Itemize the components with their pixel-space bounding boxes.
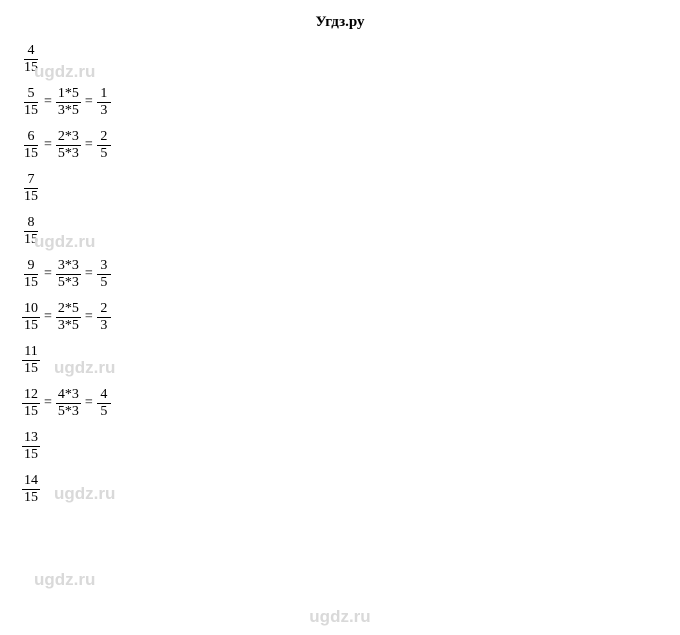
- equals-sign: =: [40, 395, 56, 411]
- fraction-denominator: 5*3: [56, 275, 81, 290]
- fraction-numerator: 3*3: [56, 258, 81, 274]
- fraction-denominator: 15: [22, 318, 40, 333]
- fraction-denominator: 5*3: [56, 404, 81, 419]
- equation-line: 515=1*53*5=13: [22, 82, 680, 122]
- fraction: 23: [97, 301, 111, 333]
- equals-sign: =: [40, 266, 56, 282]
- fraction-denominator: 5: [97, 146, 111, 161]
- fraction-numerator: 2: [97, 301, 111, 317]
- fraction: 35: [97, 258, 111, 290]
- equals-sign: =: [81, 395, 97, 411]
- fraction-denominator: 15: [22, 361, 40, 376]
- fraction-numerator: 9: [24, 258, 38, 274]
- equals-sign: =: [81, 309, 97, 325]
- fraction: 515: [22, 86, 40, 118]
- fraction-list: 415515=1*53*5=13615=2*35*3=25715815915=3…: [0, 39, 680, 509]
- fraction-denominator: 3*5: [56, 318, 81, 333]
- page-header: Угдз.ру: [0, 0, 680, 39]
- fraction-numerator: 11: [22, 344, 39, 360]
- fraction: 415: [22, 43, 40, 75]
- fraction-denominator: 15: [22, 60, 40, 75]
- fraction-numerator: 6: [24, 129, 38, 145]
- fraction-numerator: 14: [22, 473, 40, 489]
- fraction: 45: [97, 387, 111, 419]
- fraction-denominator: 15: [22, 146, 40, 161]
- fraction-denominator: 3*5: [56, 103, 81, 118]
- fraction-denominator: 5*3: [56, 146, 81, 161]
- fraction: 1215: [22, 387, 40, 419]
- fraction: 25: [97, 129, 111, 161]
- equals-sign: =: [81, 94, 97, 110]
- fraction: 715: [22, 172, 40, 204]
- fraction-numerator: 10: [22, 301, 40, 317]
- equals-sign: =: [40, 309, 56, 325]
- fraction: 2*53*5: [56, 301, 81, 333]
- fraction-denominator: 15: [22, 189, 40, 204]
- fraction-numerator: 2: [97, 129, 111, 145]
- fraction-denominator: 3: [97, 318, 111, 333]
- equals-sign: =: [40, 137, 56, 153]
- equation-line: 1215=4*35*3=45: [22, 383, 680, 423]
- fraction: 2*35*3: [56, 129, 81, 161]
- equation-line: 1015=2*53*5=23: [22, 297, 680, 337]
- equation-line: 915=3*35*3=35: [22, 254, 680, 294]
- fraction: 915: [22, 258, 40, 290]
- fraction-numerator: 7: [24, 172, 38, 188]
- fraction-denominator: 15: [22, 103, 40, 118]
- fraction-denominator: 15: [22, 275, 40, 290]
- fraction-denominator: 3: [97, 103, 111, 118]
- fraction-numerator: 5: [24, 86, 38, 102]
- fraction-numerator: 4: [97, 387, 111, 403]
- fraction: 3*35*3: [56, 258, 81, 290]
- fraction-numerator: 2*3: [56, 129, 81, 145]
- fraction: 1115: [22, 344, 40, 376]
- fraction: 1015: [22, 301, 40, 333]
- fraction: 615: [22, 129, 40, 161]
- fraction-denominator: 15: [22, 404, 40, 419]
- fraction: 4*35*3: [56, 387, 81, 419]
- watermark-text: ugdz.ru: [34, 570, 95, 590]
- equation-line: 415: [22, 39, 680, 79]
- fraction: 1*53*5: [56, 86, 81, 118]
- fraction: 13: [97, 86, 111, 118]
- equation-line: 1315: [22, 426, 680, 466]
- fraction-denominator: 15: [22, 447, 40, 462]
- fraction-numerator: 3: [97, 258, 111, 274]
- fraction-denominator: 15: [22, 232, 40, 247]
- fraction-numerator: 1*5: [56, 86, 81, 102]
- fraction-numerator: 12: [22, 387, 40, 403]
- equals-sign: =: [81, 137, 97, 153]
- fraction-numerator: 13: [22, 430, 40, 446]
- fraction-denominator: 5: [97, 404, 111, 419]
- footer-watermark: ugdz.ru: [0, 607, 680, 627]
- fraction: 1415: [22, 473, 40, 505]
- fraction: 1315: [22, 430, 40, 462]
- equals-sign: =: [40, 94, 56, 110]
- fraction-numerator: 8: [24, 215, 38, 231]
- equation-line: 615=2*35*3=25: [22, 125, 680, 165]
- fraction-denominator: 15: [22, 490, 40, 505]
- equation-line: 1415: [22, 469, 680, 509]
- fraction-numerator: 2*5: [56, 301, 81, 317]
- fraction: 815: [22, 215, 40, 247]
- fraction-numerator: 4*3: [56, 387, 81, 403]
- fraction-numerator: 4: [24, 43, 38, 59]
- equation-line: 1115: [22, 340, 680, 380]
- equals-sign: =: [81, 266, 97, 282]
- equation-line: 715: [22, 168, 680, 208]
- fraction-numerator: 1: [97, 86, 111, 102]
- fraction-denominator: 5: [97, 275, 111, 290]
- equation-line: 815: [22, 211, 680, 251]
